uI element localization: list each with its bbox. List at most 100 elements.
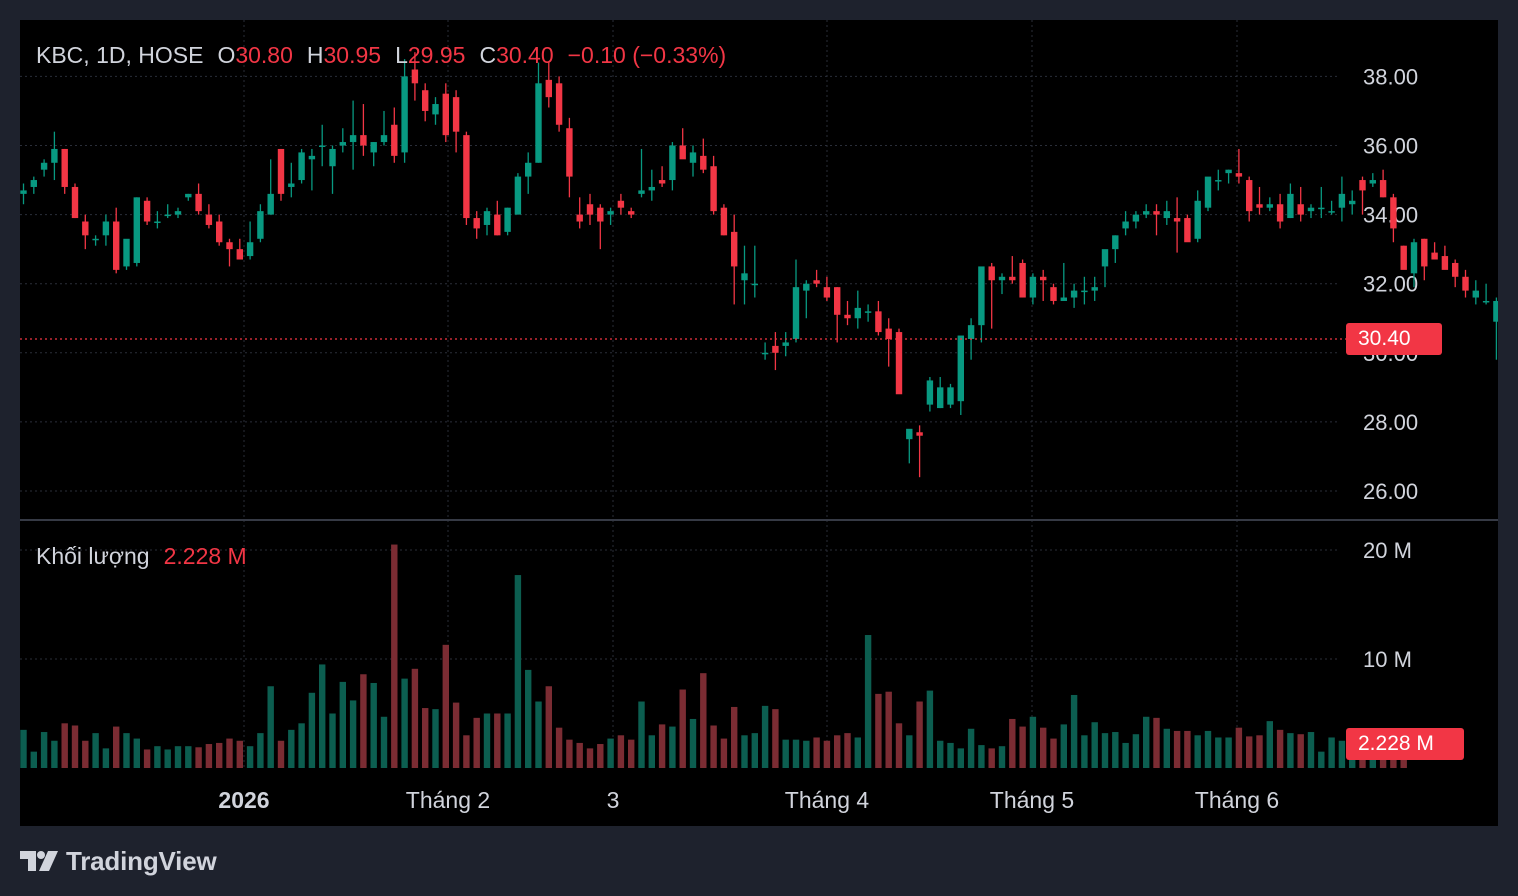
tradingview-logo[interactable]: TradingView (20, 844, 217, 878)
candle-body (1040, 276, 1047, 281)
candle-body (195, 193, 202, 212)
candle-body (113, 221, 120, 270)
candle (20, 183, 27, 205)
candle-body (1452, 262, 1459, 277)
volume-bar (1256, 735, 1263, 768)
candle (834, 287, 841, 343)
candle-body (689, 152, 697, 163)
candle (1070, 283, 1078, 308)
price-axis-tick: 36.00 (1363, 134, 1418, 159)
candle-body (545, 79, 552, 98)
candle (1369, 173, 1376, 187)
volume-bar (20, 729, 27, 768)
volume-bar (545, 686, 552, 768)
volume-bar (988, 748, 995, 768)
volume-bar (308, 692, 316, 768)
time-axis-tick: Tháng 6 (1195, 787, 1279, 813)
candle-body (1421, 238, 1428, 267)
change-value: −0.10 (−0.33%) (567, 42, 727, 68)
candle-body (1359, 180, 1366, 191)
candle (360, 104, 367, 156)
candle (1184, 214, 1191, 243)
candle (576, 197, 583, 229)
candle (92, 235, 99, 246)
volume-bar (195, 747, 202, 768)
candle (720, 204, 728, 236)
volume-bar (731, 706, 738, 768)
volume-bar (51, 740, 58, 768)
candle (133, 197, 140, 267)
volume-bar (422, 708, 429, 768)
candle-body (1297, 204, 1304, 215)
volume-bar (1194, 735, 1201, 768)
candle-body (143, 200, 151, 222)
candle-body (937, 387, 944, 409)
candle-body (978, 266, 985, 326)
candle (1225, 169, 1232, 184)
volume-bar (823, 740, 831, 768)
candle (1215, 169, 1222, 191)
candle (597, 204, 604, 250)
symbol-label[interactable]: KBC, 1D, HOSE (36, 42, 204, 68)
candle-body (1153, 211, 1160, 215)
candle-body (844, 314, 851, 319)
candle-body (1441, 256, 1449, 270)
candle (205, 204, 213, 229)
time-axis-tick: 3 (607, 787, 620, 813)
candle-body (174, 211, 182, 215)
candle (617, 193, 625, 215)
candle-body (947, 387, 954, 405)
candle (391, 107, 398, 163)
volume-bar (1204, 730, 1212, 768)
candle (1060, 262, 1067, 301)
candle-body (700, 155, 707, 170)
candle-body (71, 186, 79, 219)
volume-bar (689, 718, 697, 768)
price-axis-tick: 26.00 (1363, 479, 1418, 504)
candle (710, 155, 717, 215)
time-axis-tick: Tháng 4 (785, 787, 870, 813)
volume-axis-tick: 20 M (1363, 538, 1412, 563)
volume-bar (1266, 721, 1273, 768)
candle-body (1050, 287, 1057, 301)
candle (1194, 190, 1201, 243)
candle-body (586, 204, 594, 215)
volume-bar (246, 746, 254, 768)
candle (535, 62, 542, 163)
candle (236, 238, 243, 260)
candle (844, 300, 851, 326)
volume-bar (720, 738, 728, 768)
candle (1204, 176, 1212, 212)
volume-bar (525, 669, 532, 768)
volume-bar (648, 735, 655, 768)
volume-bar (185, 746, 192, 768)
candle (628, 207, 635, 219)
volume-bar (1070, 694, 1078, 768)
candle-body (1173, 218, 1181, 222)
candle (1318, 186, 1325, 219)
candle-body (514, 176, 522, 215)
volume-bar (895, 723, 903, 768)
candle (1297, 186, 1304, 222)
volume-bar (1318, 751, 1325, 768)
volume-bar (1029, 716, 1037, 768)
volume-bar (885, 691, 892, 768)
volume-bar (1143, 716, 1150, 768)
candle-body (895, 332, 903, 395)
volume-bar (452, 702, 460, 768)
volume-bar (803, 740, 810, 768)
candle-body (1379, 180, 1387, 198)
volume-label[interactable]: Khối lượng (36, 543, 150, 569)
candle (885, 318, 892, 367)
candle (761, 342, 769, 360)
candle-body (1215, 180, 1222, 182)
volume-bar (741, 735, 748, 768)
candle (1472, 280, 1479, 305)
volume-bar (535, 701, 542, 768)
time-axis-tick: 2026 (218, 787, 269, 813)
candle (926, 376, 934, 412)
volume-bar (1122, 742, 1129, 768)
volume-bar (679, 689, 686, 768)
open-label: O (217, 42, 236, 68)
